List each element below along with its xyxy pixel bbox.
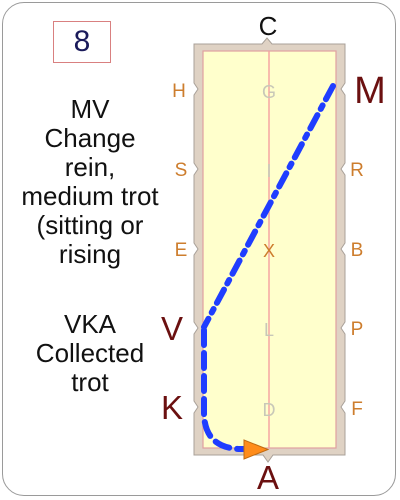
centre-letter-x: X: [263, 241, 275, 261]
instruction-line: VKA: [63, 309, 117, 339]
letter-h: H: [172, 81, 186, 102]
centre-letter-g: G: [262, 82, 276, 102]
instruction-line: trot: [71, 367, 109, 397]
path-collected-trot-vka: [201, 327, 252, 452]
instruction-line: rising: [58, 239, 122, 269]
letter-r: R: [350, 160, 364, 181]
path-change-rein-mv: [201, 83, 336, 330]
letter-v: V: [161, 310, 183, 347]
letter-m: M: [354, 70, 386, 112]
letter-k: K: [161, 389, 183, 426]
movement-instruction-2: VKA Collected trot: [5, 310, 175, 397]
centre-letter-i: I: [266, 161, 271, 181]
letter-e: E: [175, 240, 188, 261]
instruction-line: MV: [70, 94, 110, 124]
centre-letter-d: D: [263, 400, 276, 420]
direction-arrow-icon: [243, 439, 270, 460]
instruction-line: (sitting or: [36, 210, 144, 240]
instruction-line: Collected: [35, 338, 145, 368]
step-number: 8: [73, 25, 91, 58]
instruction-line: Change: [44, 123, 136, 153]
letter-c: C: [259, 11, 278, 41]
letter-b: B: [351, 240, 364, 261]
step-number-box: 8: [53, 21, 111, 63]
instruction-line: medium trot: [21, 181, 159, 211]
letter-p: P: [351, 319, 364, 340]
instruction-line: rein,: [64, 152, 116, 182]
letter-s: S: [175, 160, 188, 181]
movement-instruction-1: MV Change rein, medium trot (sitting or …: [5, 95, 175, 269]
centre-letter-l: L: [264, 320, 274, 340]
letter-f: F: [351, 399, 363, 420]
letter-a: A: [257, 459, 279, 496]
